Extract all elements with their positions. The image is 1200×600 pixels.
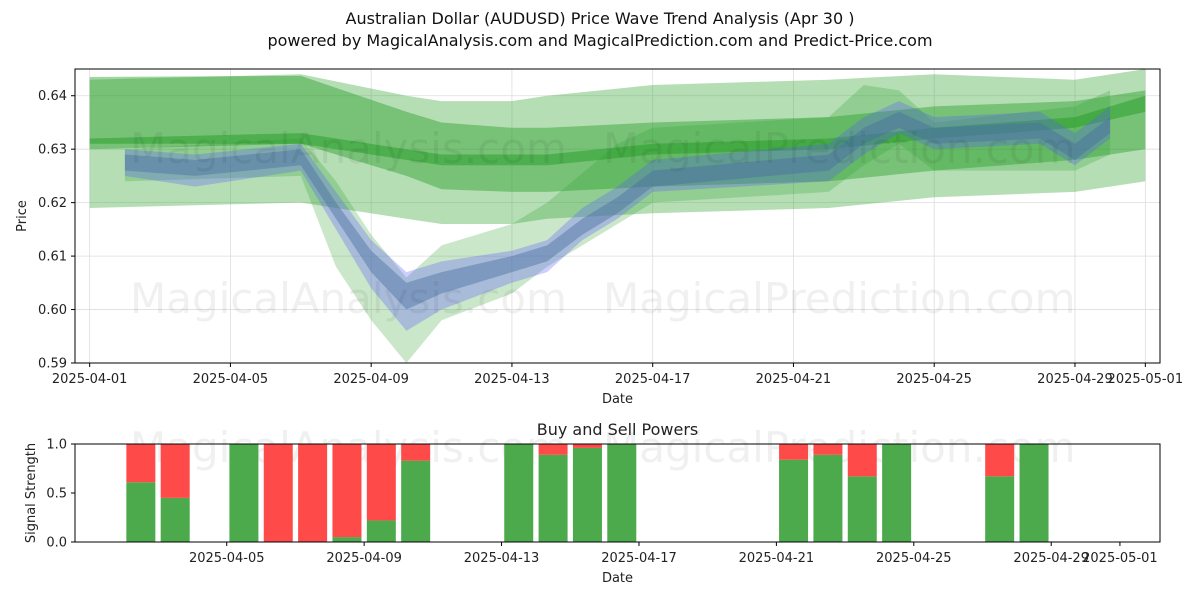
x-tick-label: 2025-04-25 <box>896 372 972 387</box>
sell-bar <box>572 444 602 448</box>
watermark: MagicalPrediction.com <box>603 274 1076 323</box>
watermark: MagicalAnalysis.com <box>130 124 567 173</box>
sell-bar <box>538 444 568 455</box>
sell-bar <box>401 444 431 461</box>
x-tick-label: 2025-04-13 <box>474 372 550 387</box>
x-axis-label: Date <box>602 392 633 407</box>
x-tick-label: 2025-04-09 <box>333 372 409 387</box>
x-tick-label: 2025-04-05 <box>193 372 269 387</box>
y-tick-label: 0.63 <box>38 143 67 158</box>
buy-bar <box>229 444 259 542</box>
y-tick-label: 0.61 <box>38 250 67 265</box>
y-tick-label: 0.59 <box>38 357 67 372</box>
watermark: MagicalAnalysis.com <box>130 274 567 323</box>
bar-x-tick-label: 2025-04-17 <box>601 551 677 566</box>
sell-bar <box>298 444 328 542</box>
buy-bar <box>847 476 877 542</box>
y-axis-label: Price <box>15 200 30 232</box>
bar-x-tick-label: 2025-05-01 <box>1082 551 1158 566</box>
buy-bar <box>572 447 602 542</box>
x-tick-label: 2025-04-01 <box>52 372 128 387</box>
bar-x-tick-label: 2025-04-21 <box>739 551 815 566</box>
buy-bar <box>126 482 156 542</box>
sell-bar <box>366 444 396 521</box>
sell-bar <box>160 444 190 498</box>
buy-bar <box>985 476 1015 542</box>
bar-y-tick-label: 1.0 <box>46 438 67 453</box>
buy-bar <box>401 460 431 542</box>
buy-bar <box>504 444 534 542</box>
trend-band-1 <box>89 75 1146 192</box>
bar-y-tick-label: 0.5 <box>46 487 67 502</box>
sell-bar <box>847 444 877 477</box>
buy-bar <box>332 537 362 542</box>
y-tick-label: 0.64 <box>38 89 67 104</box>
plot-frame <box>74 68 1161 364</box>
bar-x-tick-label: 2025-04-05 <box>189 551 265 566</box>
x-tick-label: 2025-05-01 <box>1108 372 1184 387</box>
bar-x-tick-label: 2025-04-09 <box>326 551 402 566</box>
buy-bar <box>882 444 912 542</box>
bar-x-tick-label: 2025-04-13 <box>464 551 540 566</box>
y-tick-label: 0.62 <box>38 196 67 211</box>
buy-bar <box>813 454 843 542</box>
bar-x-axis-label: Date <box>602 571 633 586</box>
trend-band-4 <box>124 101 1111 331</box>
x-tick-label: 2025-04-17 <box>615 372 691 387</box>
sell-bar <box>985 444 1015 477</box>
chart-subtitle: powered by MagicalAnalysis.com and Magic… <box>267 31 933 50</box>
bar-chart-title: Buy and Sell Powers <box>537 420 699 439</box>
trend-band-5 <box>124 111 1111 310</box>
buy-bar <box>607 444 637 542</box>
sell-bar <box>263 444 293 542</box>
buy-bar <box>538 454 568 542</box>
bar-y-axis-label: Signal Strength <box>24 443 39 543</box>
chart-title: Australian Dollar (AUDUSD) Price Wave Tr… <box>345 9 855 28</box>
bar-y-tick-label: 0.0 <box>46 536 67 551</box>
buy-bar <box>779 459 809 542</box>
bar-x-tick-label: 2025-04-29 <box>1013 551 1089 566</box>
plot-area <box>75 69 1160 363</box>
sell-bar <box>813 444 843 455</box>
y-tick-label: 0.60 <box>38 303 67 318</box>
x-tick-label: 2025-04-21 <box>756 372 832 387</box>
trend-band-3 <box>124 85 1111 363</box>
buy-bar <box>366 520 396 542</box>
sell-bar <box>779 444 809 460</box>
sell-bar <box>126 444 156 483</box>
buy-bar <box>160 497 190 542</box>
sell-bar <box>332 444 362 538</box>
watermark: MagicalPrediction.com <box>603 124 1076 173</box>
trend-band-0 <box>89 69 1146 224</box>
bar-x-tick-label: 2025-04-25 <box>876 551 952 566</box>
x-tick-label: 2025-04-29 <box>1037 372 1113 387</box>
trend-band-2 <box>89 95 1146 166</box>
buy-bar <box>1019 444 1049 542</box>
